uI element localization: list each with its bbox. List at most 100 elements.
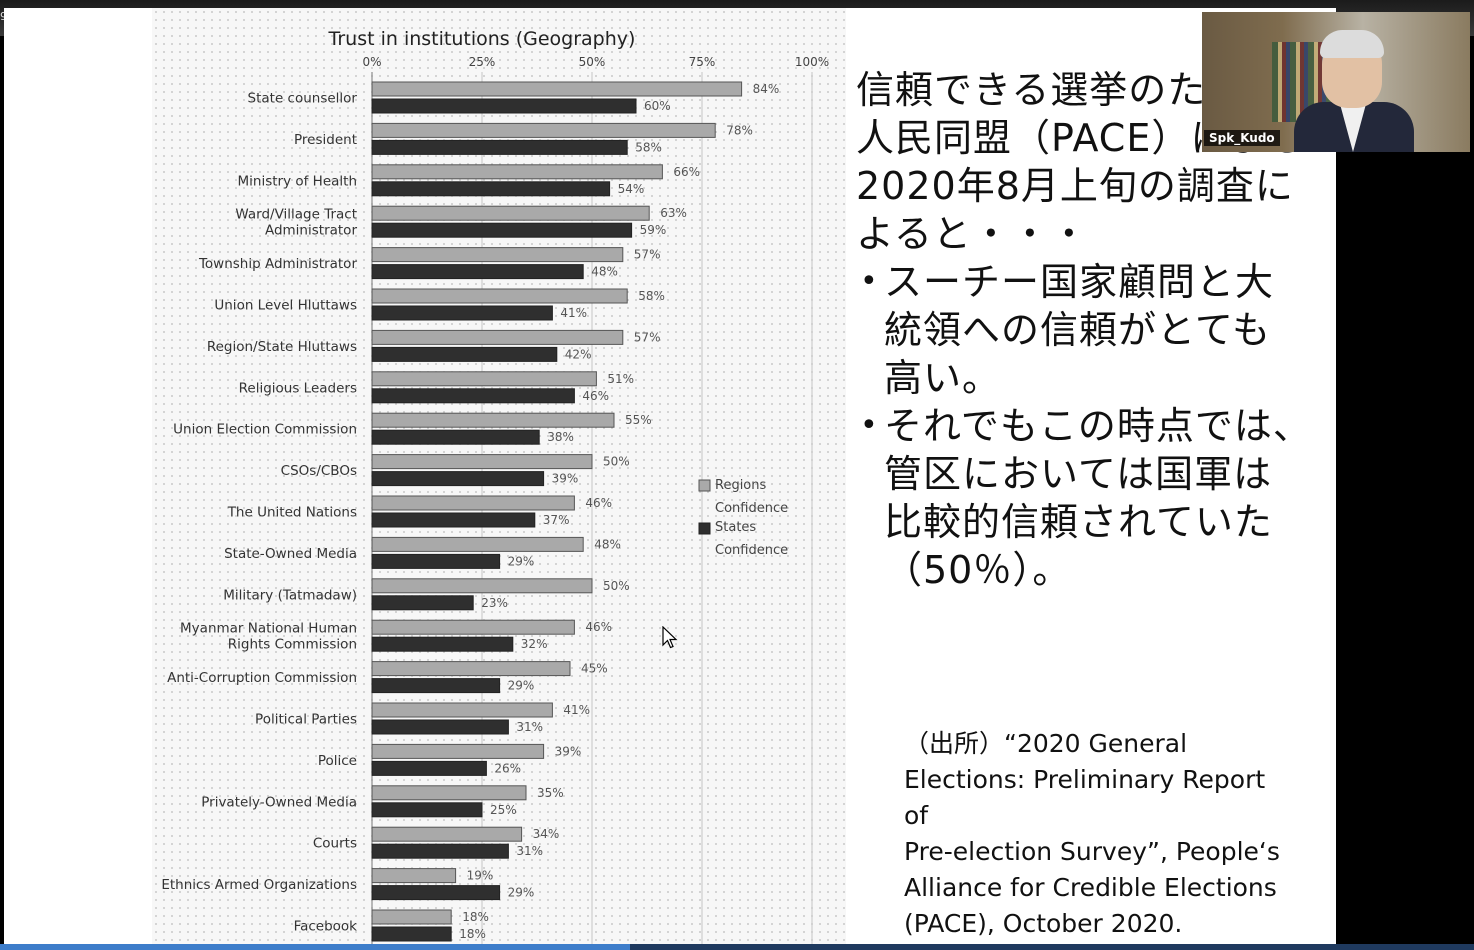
data-label-states: 18% — [459, 927, 486, 941]
legend-label-states: States — [715, 520, 756, 535]
participant-name-label: Spk_Kudo — [1204, 130, 1280, 146]
bar-regions — [371, 661, 571, 677]
intro-line: 信頼できる選挙のた — [856, 68, 1207, 112]
data-label-states: 60% — [644, 99, 671, 113]
bar-regions — [371, 288, 628, 304]
category-label: Military (Tatmadaw) — [223, 587, 357, 603]
data-label-states: 26% — [494, 761, 521, 775]
data-label-regions: 50% — [603, 455, 630, 469]
category-label: State counsellor — [248, 91, 358, 107]
intro-line: よると・・・ — [856, 212, 1089, 256]
bar-states — [371, 346, 558, 362]
bar-states — [371, 802, 483, 818]
data-label-states: 42% — [565, 347, 592, 361]
data-label-regions: 45% — [581, 662, 608, 676]
category-label: Rights Commission — [228, 637, 357, 653]
bullet-item: • スーチー国家顧問と大 統領への信頼がとても 高い。 — [856, 258, 1326, 402]
data-label-regions: 57% — [634, 330, 661, 344]
intro-line: 2020年8月上旬の調査に — [856, 164, 1294, 208]
data-label-regions: 55% — [625, 413, 652, 427]
speaker-hair — [1320, 30, 1384, 58]
bar-states — [371, 885, 501, 901]
bar-states — [371, 98, 637, 114]
trust-chart: Trust in institutions (Geography) 0% 25% 50… — [161, 28, 829, 946]
category-label: Political Parties — [255, 712, 357, 728]
data-label-regions: 19% — [467, 869, 494, 883]
bullet-line: 管区においては国軍は — [884, 452, 1273, 496]
data-label-regions: 57% — [634, 248, 661, 262]
taskbar — [0, 944, 1474, 950]
data-label-regions: 18% — [462, 910, 489, 924]
data-label-states: 23% — [481, 596, 508, 610]
category-label: Ethnics Armed Organizations — [161, 877, 357, 893]
data-label-states: 32% — [521, 637, 548, 651]
category-label: Anti-Corruption Commission — [167, 670, 357, 686]
x-tick-label: 100% — [795, 55, 829, 69]
bar-states — [371, 512, 536, 528]
presentation-slide: Trust in institutions (Geography) 0% 25% 50… — [4, 8, 1336, 946]
data-label-states: 37% — [543, 513, 570, 527]
bar-states — [371, 388, 575, 404]
bar-states — [371, 553, 501, 569]
bullet-list: • スーチー国家顧問と大 統領への信頼がとても 高い。 • それでもこの時点では… — [856, 258, 1326, 594]
category-label: Police — [318, 753, 357, 769]
bar-regions — [371, 536, 584, 552]
chart-title: Trust in institutions (Geography) — [328, 28, 636, 50]
data-label-regions: 48% — [594, 537, 621, 551]
category-label: Union Level Hluttaws — [214, 298, 357, 314]
bar-states — [371, 139, 628, 155]
data-label-states: 31% — [516, 844, 543, 858]
source-citation: （出所）“2020 General Elections: Preliminary… — [904, 729, 1280, 938]
bar-states — [371, 471, 545, 487]
bar-regions — [371, 247, 624, 263]
intro-text: 信頼できる選挙のた 人民同盟（PACE）による 2020年8月上旬の調査に よる… — [856, 66, 1326, 258]
bar-regions — [371, 81, 743, 97]
data-label-states: 29% — [508, 886, 535, 900]
category-label: Ministry of Health — [238, 173, 358, 189]
bar-regions — [371, 826, 523, 842]
bar-regions — [371, 743, 545, 759]
data-label-regions: 34% — [533, 827, 560, 841]
bar-states — [371, 305, 553, 321]
data-label-regions: 41% — [563, 703, 590, 717]
category-label: Township Administrator — [198, 256, 357, 272]
category-label: Courts — [313, 836, 357, 852]
bar-regions — [371, 702, 553, 718]
category-label: Ward/Village Tract — [235, 207, 357, 223]
webcam-video[interactable]: Spk_Kudo — [1202, 12, 1470, 152]
data-label-states: 38% — [547, 430, 574, 444]
data-label-regions: 78% — [726, 123, 753, 137]
data-label-states: 54% — [618, 182, 645, 196]
legend-label-states: Confidence — [715, 543, 788, 558]
category-label: Region/State Hluttaws — [207, 339, 357, 355]
bullet-line: 統領への信頼がとても — [884, 308, 1271, 352]
bar-regions — [371, 578, 593, 594]
bullet-line: 高い。 — [884, 356, 1002, 400]
x-tick-label: 0% — [362, 55, 381, 69]
category-label: Union Election Commission — [173, 422, 357, 438]
data-label-states: 29% — [508, 554, 535, 568]
bullet-line: スーチー国家顧問と大 — [884, 260, 1275, 304]
bar-states — [371, 843, 509, 859]
legend-swatch-states — [698, 522, 711, 535]
data-label-regions: 66% — [673, 165, 700, 179]
bullet-item: • それでもこの時点では、 管区においては国軍は 比較的信頼されていた （50％… — [856, 402, 1326, 594]
category-label: President — [294, 132, 357, 148]
data-label-regions: 50% — [603, 579, 630, 593]
bar-regions — [371, 909, 452, 925]
bar-states — [371, 429, 540, 445]
data-label-states: 29% — [508, 679, 535, 693]
bar-states — [371, 719, 509, 735]
bar-states — [371, 636, 514, 652]
data-label-states: 59% — [640, 223, 667, 237]
category-label: Facebook — [294, 919, 358, 935]
category-label: Myanmar National Human — [180, 621, 357, 637]
data-label-states: 25% — [490, 803, 517, 817]
data-label-regions: 84% — [753, 82, 780, 96]
bar-regions — [371, 164, 663, 180]
bar-regions — [371, 371, 597, 387]
data-label-states: 41% — [560, 306, 587, 320]
bar-regions — [371, 495, 575, 511]
x-tick-label: 25% — [469, 55, 496, 69]
data-label-states: 31% — [516, 720, 543, 734]
